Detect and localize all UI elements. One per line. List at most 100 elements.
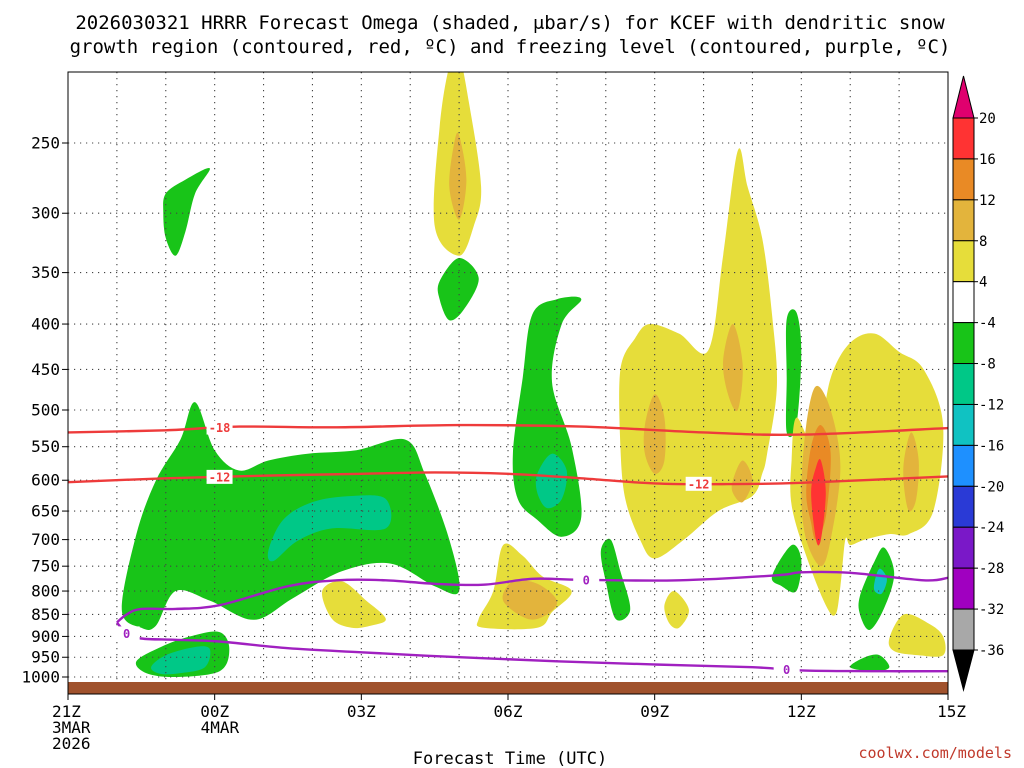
- colorbar-label-12: 12: [979, 193, 996, 209]
- omega-region-29: [888, 613, 946, 657]
- omega-region-13: [850, 654, 890, 672]
- y-tick-label-900: 900: [31, 627, 60, 646]
- omega-region-5: [437, 257, 479, 321]
- x-tick-label-3-0: 00Z: [200, 702, 229, 721]
- omega-region-23: [731, 460, 753, 503]
- colorbar-swatch--12: [952, 363, 975, 405]
- omega-region-30: [933, 0, 948, 70]
- y-tick-label-500: 500: [31, 401, 60, 420]
- colorbar-label--16: -16: [979, 438, 1004, 454]
- colorbar-label-4: 4: [979, 275, 987, 291]
- colorbar-label--8: -8: [979, 357, 996, 373]
- colorbar-label--28: -28: [979, 561, 1004, 577]
- omega-region-4: [163, 167, 210, 256]
- colorbar-arrow-top: [952, 75, 975, 119]
- colorbar-label--32: -32: [979, 602, 1004, 618]
- omega-region-9: [785, 309, 802, 438]
- x-tick-label-0-0: 21Z: [52, 702, 81, 721]
- colorbar-swatch--20: [952, 444, 975, 487]
- x-tick-label-6-0: 03Z: [347, 702, 376, 721]
- omega-region-21: [643, 394, 666, 474]
- colorbar-swatch-12: [952, 158, 975, 201]
- omega-region-16: [321, 581, 386, 629]
- y-tick-label-400: 400: [31, 315, 60, 334]
- gridlines: [68, 72, 948, 694]
- x-tick-label-0-1: 3MAR: [52, 718, 91, 737]
- colorbar-swatch--36: [952, 608, 975, 651]
- y-tick-label-350: 350: [31, 263, 60, 282]
- colorbar-swatch--32: [952, 567, 975, 610]
- chart-title: 2026030321 HRRR Forecast Omega (shaded, …: [70, 12, 951, 58]
- colorbar-label--20: -20: [979, 479, 1004, 495]
- dendritic-contour-label-bg-1-1: [685, 476, 712, 491]
- omega-region-19: [664, 590, 689, 629]
- colorbar-swatch--4: [952, 281, 975, 324]
- dendritic-contour-label-bg-0-0: [206, 420, 233, 435]
- freezing-contour-label-bg-1-0: [113, 626, 140, 641]
- dendritic-contour-label-1-1: -12: [688, 477, 710, 491]
- x-tick-label-0-2: 2026: [52, 734, 91, 753]
- y-tick-label-800: 800: [31, 582, 60, 601]
- omega-region-15: [449, 132, 467, 220]
- dendritic-contour-label-0-0: -18: [209, 421, 231, 435]
- freezing-contour-label-bg-1-1: [773, 662, 800, 677]
- y-tick-label-600: 600: [31, 471, 60, 490]
- dendritic-contour-label-1-0: -12: [209, 470, 231, 484]
- dendritic-contour-line-0: [68, 423, 948, 437]
- y-tick-label-450: 450: [31, 360, 60, 379]
- colorbar-label-20: 20: [979, 111, 996, 127]
- title-line-1: 2026030321 HRRR Forecast Omega (shaded, …: [75, 12, 945, 34]
- omega-region-20: [619, 148, 778, 559]
- x-tick-label-18-0: 15Z: [937, 702, 966, 721]
- y-tick-label-950: 950: [31, 648, 60, 667]
- y-tick-label-550: 550: [31, 437, 60, 456]
- x-tick-label-9-0: 06Z: [494, 702, 523, 721]
- colorbar-label--4: -4: [979, 316, 996, 332]
- colorbar-swatch-8: [952, 199, 975, 242]
- colorbar-swatch--8: [952, 322, 975, 365]
- x-tick-label-15-0: 12Z: [787, 702, 816, 721]
- colorbar-legend: 20 16 12 8 4 -4 -8 -12 -16 -20 -24 -28 -32 -36: [952, 75, 1004, 692]
- colorbar-swatch--16: [952, 403, 975, 446]
- freezing-contour-line-0: [116, 570, 948, 624]
- y-tick-label-250: 250: [31, 134, 60, 153]
- colorbar-label-16: 16: [979, 152, 996, 168]
- freezing-contour-label-1-1: 0: [783, 663, 790, 677]
- y-tick-label-1000: 1000: [21, 668, 60, 687]
- omega-shading: [121, 0, 948, 678]
- y-tick-label-750: 750: [31, 557, 60, 576]
- omega-region-10: [771, 544, 802, 593]
- y-tick-label-850: 850: [31, 605, 60, 624]
- omega-region-1: [267, 495, 392, 562]
- dendritic-contour-label-bg-1-0: [206, 469, 233, 484]
- pressure-axis: 250 300 350 400 450 500 550 600 650 700 750 800 850 9…: [21, 134, 68, 687]
- omega-region-18: [502, 579, 558, 620]
- title-line-2: growth region (contoured, red, ºC) and f…: [70, 36, 951, 58]
- colorbar-label--24: -24: [979, 520, 1004, 536]
- credit-link[interactable]: coolwx.com/models: [858, 744, 1012, 762]
- contours: -18 -12 -12 0 0 0: [68, 420, 948, 677]
- x-tick-label-12-0: 09Z: [640, 702, 669, 721]
- x-axis-label: Forecast Time (UTC): [413, 749, 607, 768]
- freezing-contour-label-bg-0-0: [573, 572, 600, 587]
- omega-region-28: [903, 432, 919, 512]
- y-tick-label-650: 650: [31, 502, 60, 521]
- colorbar-label-8: 8: [979, 234, 987, 250]
- omega-region-3: [151, 646, 211, 675]
- colorbar-swatch--24: [952, 485, 975, 528]
- colorbar-swatch-16: [952, 117, 975, 160]
- freezing-contour-label-1-0: 0: [123, 627, 130, 641]
- colorbar-label--36: -36: [979, 643, 1004, 659]
- ground-terrain: [68, 682, 948, 694]
- omega-region-22: [722, 323, 743, 412]
- colorbar-swatch-4: [952, 240, 975, 283]
- colorbar-arrow-bottom: [952, 649, 975, 692]
- omega-region-7: [535, 453, 568, 509]
- colorbar-label--12: -12: [979, 397, 1004, 413]
- freezing-contour-line-1: [115, 621, 948, 673]
- x-tick-label-3-1: 4MAR: [201, 718, 240, 737]
- omega-region-27: [811, 458, 826, 546]
- colorbar-swatch--28: [952, 526, 975, 569]
